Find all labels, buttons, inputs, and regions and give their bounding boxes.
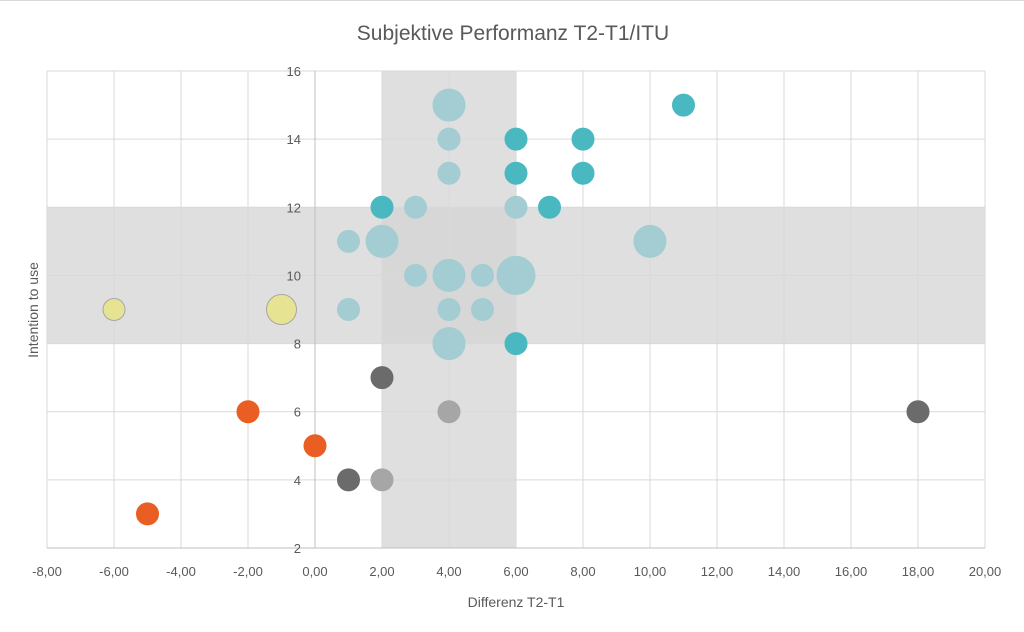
y-tick-label: 12 [287,200,301,215]
bubble [370,366,394,390]
axes [47,71,985,549]
x-tick-label: -2,00 [233,564,263,579]
bubble [404,195,427,219]
bubble [504,161,528,185]
x-tick-label: 2,00 [369,564,394,579]
y-tick-labels: 2 4 6 8 10 12 14 16 [287,64,301,556]
bubble [633,224,667,258]
x-tick-label: 16,00 [835,564,868,579]
y-tick-label: 10 [287,268,301,283]
bubble [906,400,930,424]
bubble [337,229,360,253]
bubble [471,298,494,321]
y-axis-label: Intention to use [25,262,41,358]
y-tick-label: 4 [294,473,301,488]
bubble [571,127,595,151]
x-tick-label: -4,00 [166,564,196,579]
bubble [437,161,461,185]
x-tick-label: 14,00 [768,564,801,579]
data-points [102,88,930,526]
x-tick-labels: -8,00 -6,00 -4,00 -2,00 0,00 2,00 4,00 6,00 8,00… [32,564,1001,579]
bubble [404,263,427,287]
x-tick-label: 12,00 [701,564,734,579]
x-tick-label: 10,00 [634,564,667,579]
bubble [136,502,159,526]
bubble [432,258,466,292]
bubble [365,224,399,258]
bubble [370,195,394,219]
bubble [432,88,466,122]
bubble [102,298,126,321]
bubble [437,298,461,321]
bubble [266,294,297,325]
x-tick-label: 20,00 [969,564,1002,579]
x-tick-label: 8,00 [570,564,595,579]
bubble [504,195,528,219]
bubble [337,298,360,321]
bubble [496,255,536,295]
x-tick-label: -6,00 [99,564,129,579]
bubble [303,434,327,458]
y-tick-label: 8 [294,337,301,352]
chart-title: Subjektive Performanz T2-T1/ITU [357,22,669,45]
y-tick-label: 14 [287,132,301,147]
bubble [504,332,528,356]
bubble [432,327,466,361]
bubble [437,400,461,424]
bubble [236,400,260,424]
bubble [571,161,595,185]
x-tick-label: 0,00 [302,564,327,579]
x-tick-label: -8,00 [32,564,62,579]
top-border [0,0,1024,1]
bubble [370,468,394,492]
y-tick-label: 6 [294,405,301,420]
bubble [337,468,360,492]
x-tick-label: 18,00 [902,564,935,579]
x-axis-label: Differenz T2-T1 [468,594,565,610]
bubble [504,127,528,151]
x-tick-label: 4,00 [436,564,461,579]
bubble [538,195,561,219]
bubble [672,93,695,117]
y-tick-label: 16 [287,64,301,79]
y-tick-label: 2 [294,541,301,556]
bubble [437,127,461,151]
bubble [471,263,494,287]
x-tick-label: 6,00 [503,564,528,579]
